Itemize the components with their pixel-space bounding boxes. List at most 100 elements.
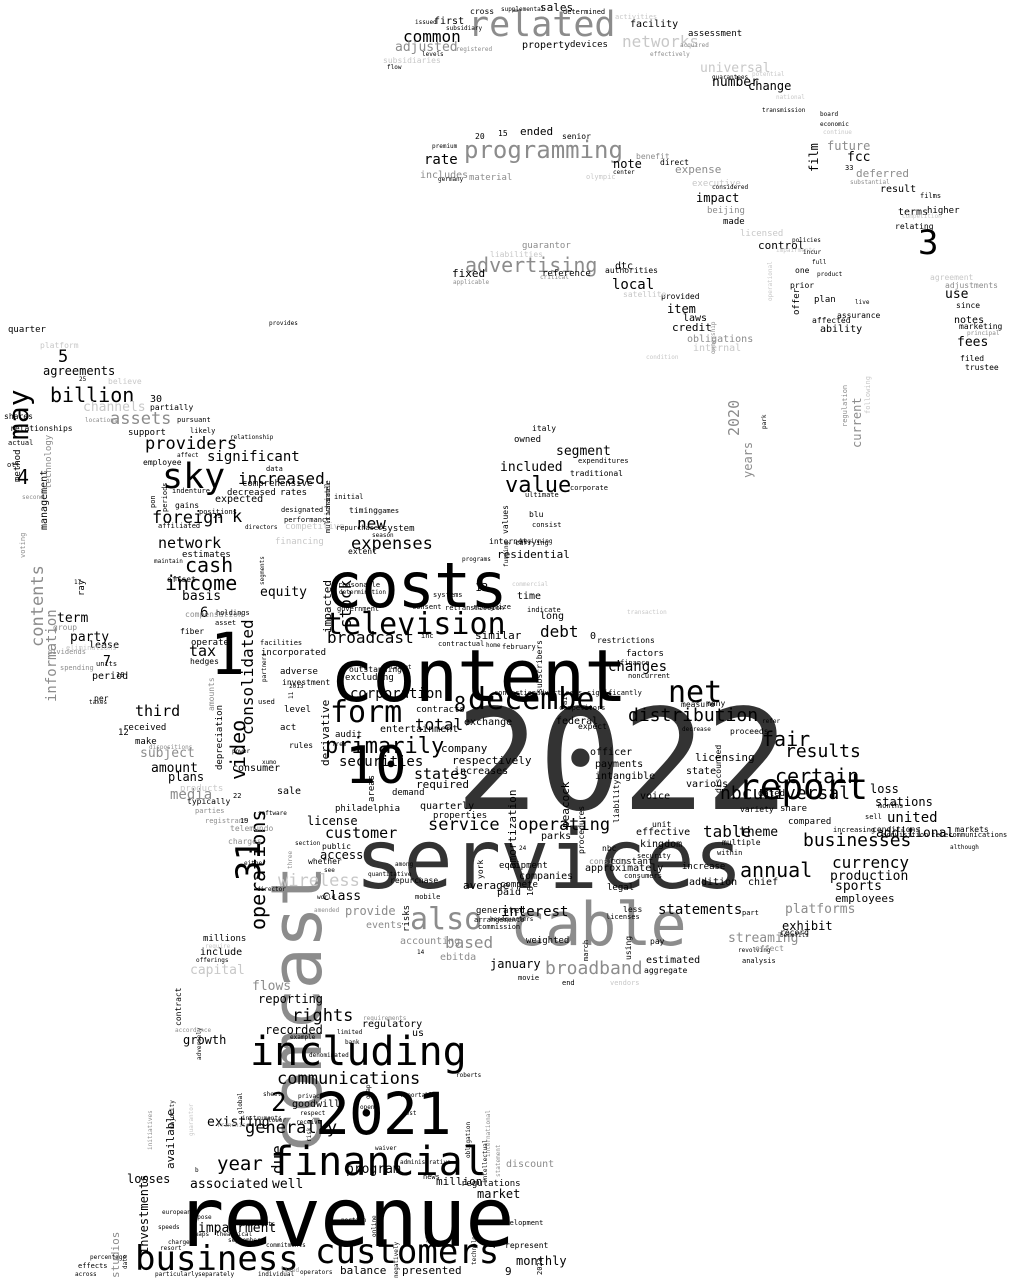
word-assessment: assessment — [688, 29, 743, 39]
word-significant: significant — [207, 449, 300, 465]
word-17: 17 — [74, 579, 82, 586]
word-games: games — [378, 507, 400, 515]
word-6: 6 — [200, 605, 209, 621]
word-home: home — [486, 642, 501, 649]
word-quantitative: quantitative — [368, 871, 412, 878]
word-result: result — [880, 184, 917, 195]
word-traditional: traditional — [570, 469, 623, 478]
word-represent: represent — [505, 1241, 549, 1250]
word-ownership: ownership — [710, 321, 717, 355]
word-used: used — [258, 698, 275, 706]
word-regulations: regulations — [461, 1179, 521, 1189]
word-procedures: procedures — [577, 805, 586, 854]
word-table: table — [703, 822, 752, 841]
word-10: 10 — [345, 736, 407, 796]
word-number: number — [712, 75, 759, 90]
word-news: news — [423, 1173, 440, 1181]
word-discounted: discounted — [714, 744, 723, 793]
word-recorded: recorded — [265, 1023, 323, 1037]
word-expense: expense — [675, 163, 722, 176]
word-networks: networks — [622, 32, 700, 51]
word-free: free — [332, 741, 347, 748]
word-blu: blu — [529, 510, 544, 519]
word-obligation: obligation — [465, 1121, 472, 1158]
word-goodwill: goodwill — [292, 1099, 341, 1110]
word-retransmission: retransmission — [445, 604, 505, 612]
word-effects: effects — [78, 1262, 108, 1270]
word-respect: respect — [300, 1110, 326, 1117]
word-initial: initial — [334, 493, 364, 501]
word-foreign: foreign — [152, 508, 224, 528]
word-state: state — [686, 766, 717, 777]
word-owned: owned — [514, 435, 542, 445]
word-support: support — [128, 428, 166, 438]
word-accounting: accounting — [400, 936, 461, 947]
word-films: films — [920, 192, 942, 200]
word-principal: principal — [967, 330, 1000, 337]
word-material: material — [469, 173, 513, 183]
word-programming: programming — [464, 136, 623, 164]
word-share: share — [780, 804, 808, 814]
word-states: states — [414, 765, 469, 783]
word-believe: believe — [108, 377, 142, 386]
word-quarterly: quarterly — [420, 801, 475, 812]
word-fcc: fcc — [847, 150, 871, 165]
word-fair: fair — [762, 727, 811, 751]
word-operate: operate — [191, 638, 229, 648]
word-air: air — [561, 691, 569, 705]
word-locations: locations — [85, 417, 118, 424]
word-although: although — [950, 844, 979, 851]
word-relationship: relationship — [230, 434, 274, 441]
word-among: among — [395, 861, 414, 868]
word-kingdom: kingdom — [640, 839, 683, 850]
word-million: million — [436, 1175, 483, 1188]
word-registered: registered — [456, 46, 493, 53]
word-chief: chief — [748, 877, 779, 888]
word-power: power — [232, 748, 251, 755]
word-businesses: businesses — [803, 830, 912, 851]
word-outstanding: outstanding — [349, 665, 402, 674]
word-parties: parties — [195, 807, 225, 815]
word-less: less — [623, 905, 643, 914]
word-product: product — [817, 271, 843, 278]
word-germany: germany — [438, 176, 464, 183]
word-full: full — [812, 259, 827, 266]
word-sky: sky — [162, 457, 226, 497]
word-conditions: conditions — [872, 825, 921, 834]
word-depreciation: depreciation — [215, 704, 225, 770]
word-associated: associated — [190, 1177, 269, 1192]
word-aggregate: aggregate — [644, 966, 688, 975]
word-annual: annual — [740, 858, 813, 882]
word-4: 4 — [17, 465, 30, 489]
word-derivative: derivative — [319, 699, 332, 766]
word-levels: levels — [422, 51, 444, 58]
word-basis: basis — [182, 589, 222, 604]
word-communications: communications — [277, 1069, 421, 1089]
word-required: required — [416, 778, 469, 791]
word-licensing: licensing — [695, 751, 755, 764]
word-officer: officer — [590, 747, 633, 758]
word-voice: voice — [640, 791, 671, 802]
word-italy: italy — [532, 424, 557, 433]
word-supplemental: supplemental — [501, 6, 545, 13]
word-current: current — [850, 397, 864, 449]
word-various: various — [686, 779, 729, 790]
word-notes: notes — [954, 315, 985, 326]
word-licenses: licenses — [606, 913, 640, 921]
word-center: center — [613, 169, 635, 176]
word-operating: operating — [518, 815, 611, 835]
word-prior: prior — [790, 281, 815, 290]
word-proceeds: proceeds — [730, 727, 769, 736]
word-note: note — [613, 157, 642, 171]
word-fees: fees — [957, 335, 989, 350]
word-pay: pay — [650, 937, 665, 946]
word-broadband: broadband — [545, 958, 643, 979]
word-competitive: competitive — [285, 522, 345, 532]
word-guarantor: guarantor — [188, 1103, 195, 1137]
word-demand: demand — [392, 788, 425, 798]
word-plan: plan — [814, 295, 836, 305]
word-reasonable: reasonable — [338, 581, 381, 589]
word-increases: increases — [454, 766, 509, 777]
word-rate: rate — [424, 152, 458, 168]
word-provided: provided — [661, 292, 700, 301]
